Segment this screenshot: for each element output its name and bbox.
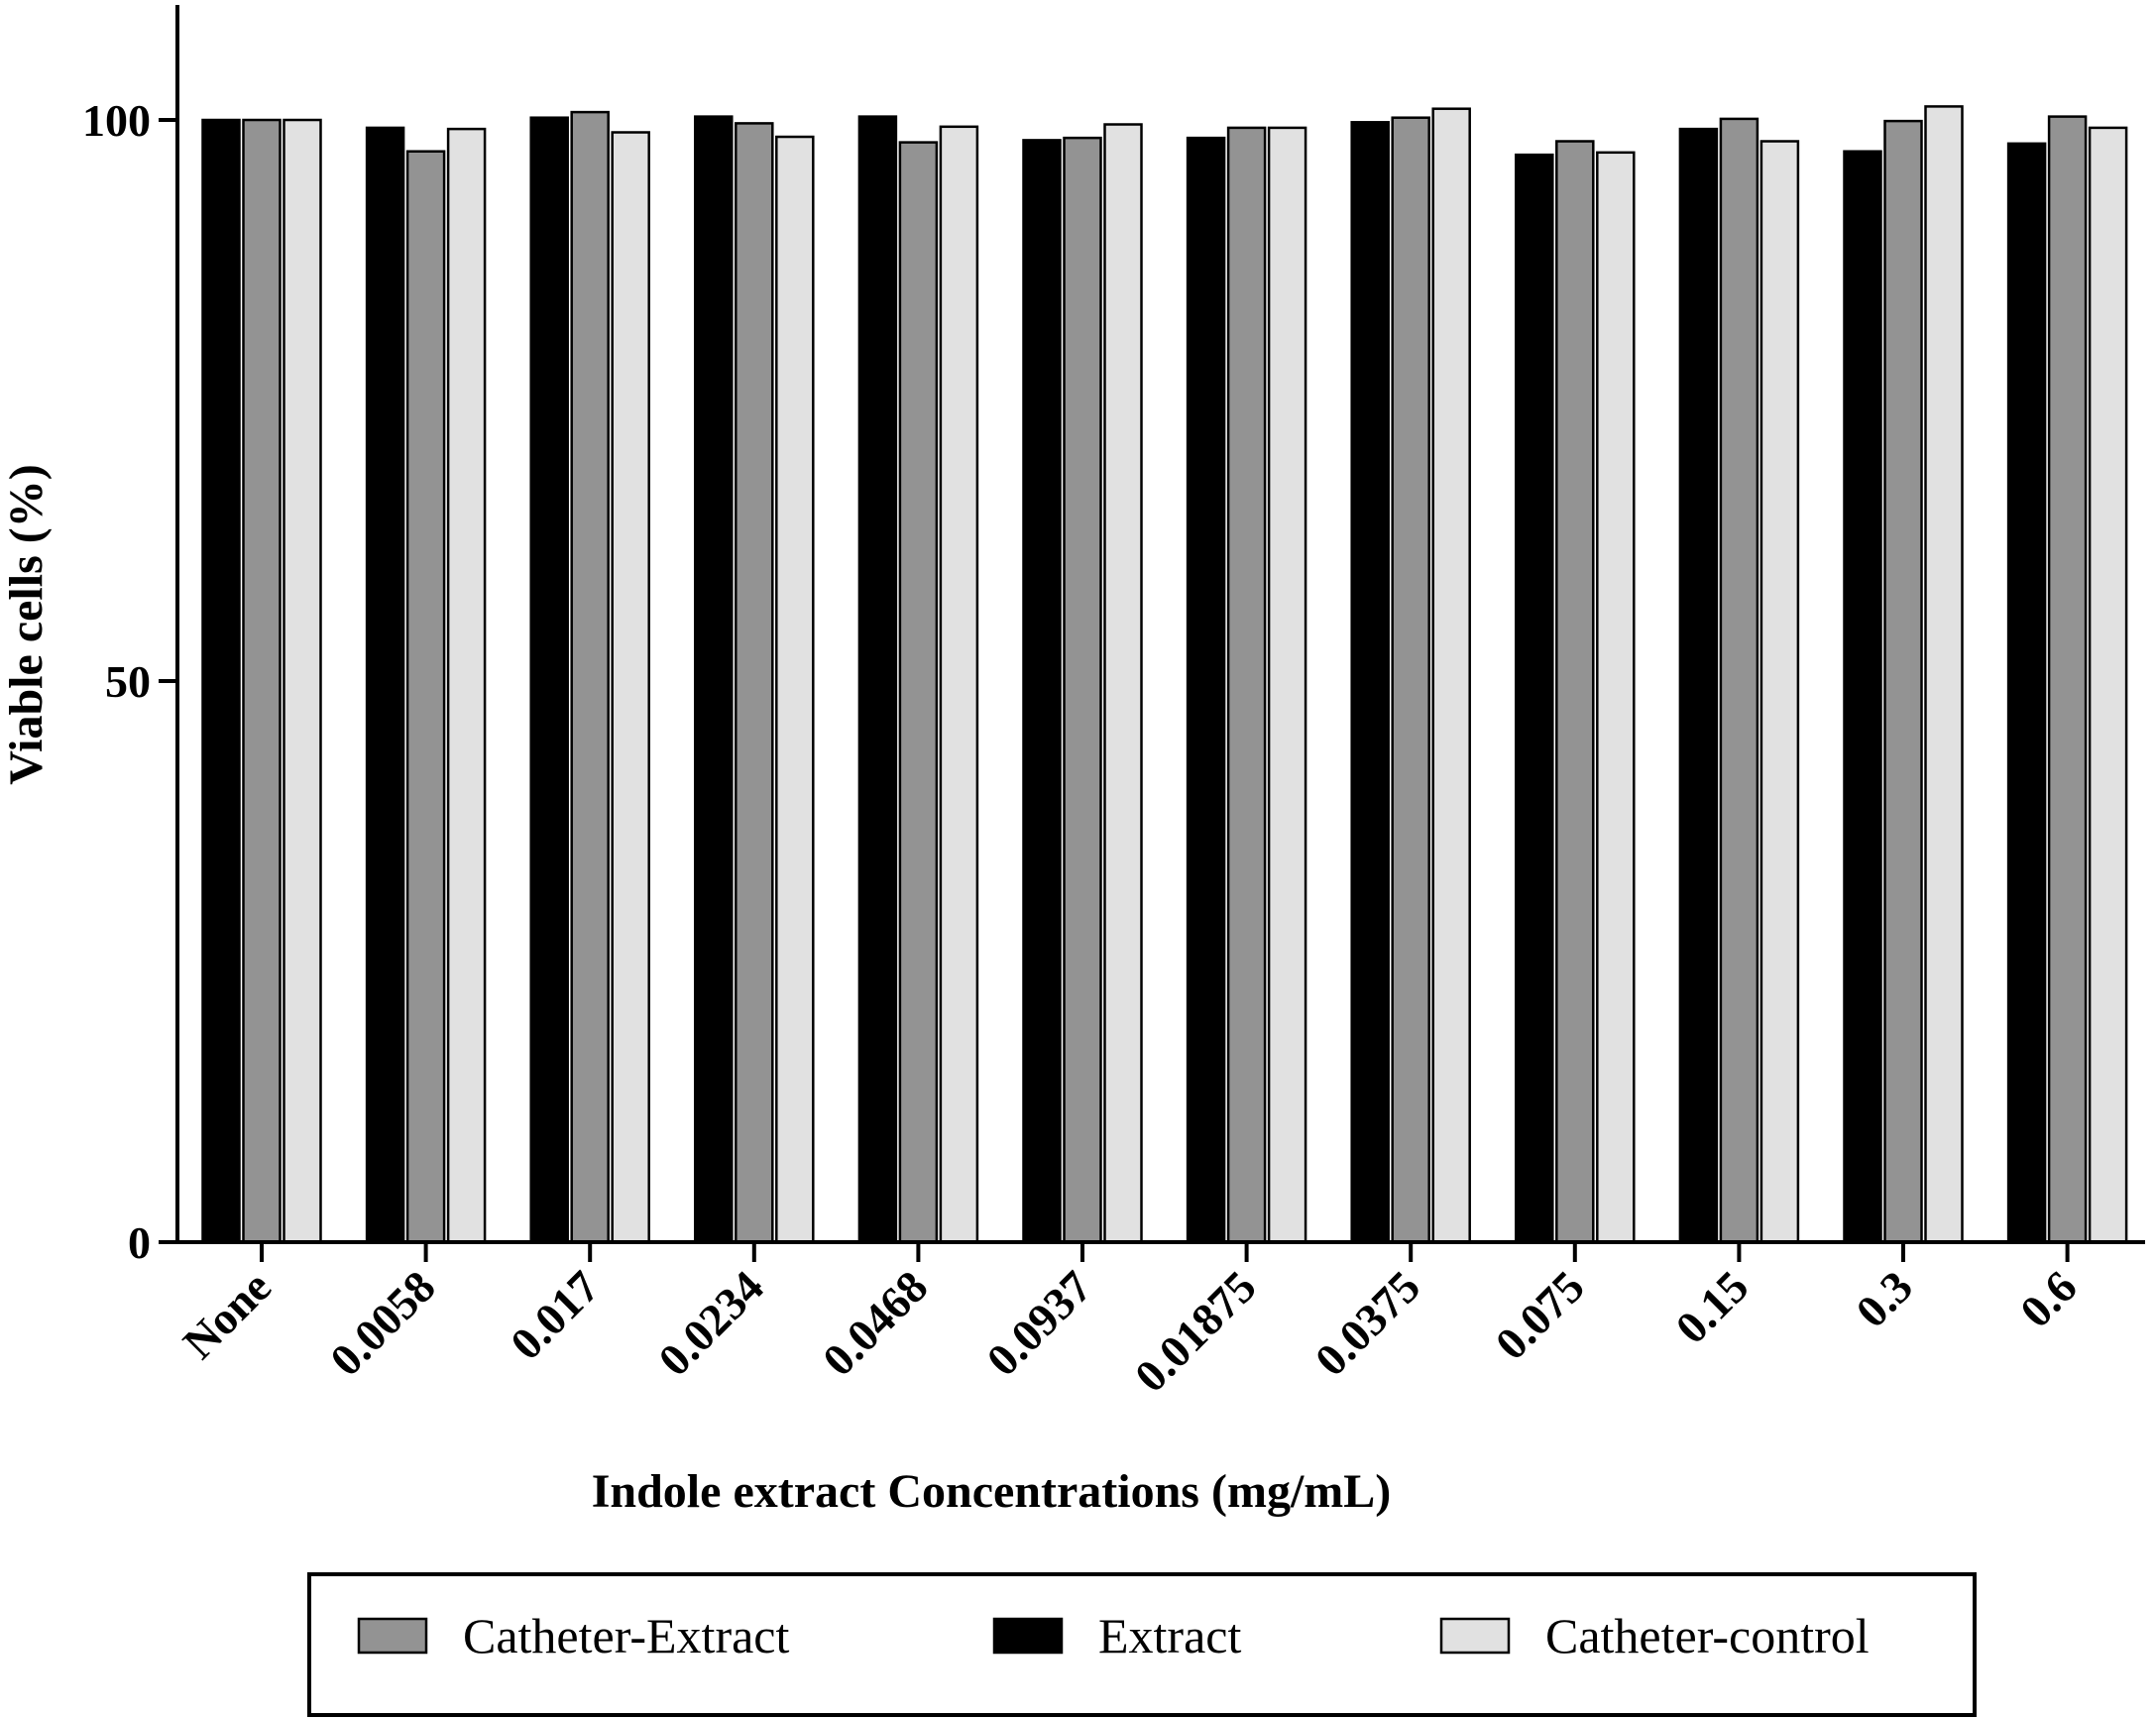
- bar-extract-0-0375: [1350, 121, 1390, 1244]
- bar-catheter-extract-0-6: [2047, 115, 2088, 1244]
- bar-catheter-control-0-0468: [939, 125, 979, 1244]
- bar-catheter-control-none: [283, 118, 322, 1244]
- bar-catheter-extract-0-0375: [1391, 116, 1430, 1244]
- bar-catheter-control-0-017: [611, 131, 650, 1244]
- bar-catheter-extract-0-0468: [898, 141, 939, 1244]
- legend-label-catheter-extract: Catheter-Extract: [463, 1608, 789, 1663]
- bar-extract-0-075: [1515, 153, 1554, 1244]
- bar-catheter-control-0-0937: [1103, 123, 1143, 1244]
- x-tick-label: 0.3: [1846, 1261, 1922, 1337]
- y-tick-label: 100: [82, 95, 151, 146]
- bar-extract-0-15: [1678, 127, 1719, 1244]
- legend-label-extract: Extract: [1098, 1608, 1241, 1663]
- y-axis-title: Viable cells (%): [0, 464, 53, 784]
- bar-extract-0-0468: [857, 115, 898, 1244]
- x-tick-label: None: [173, 1261, 281, 1368]
- bar-catheter-extract-0-075: [1555, 140, 1595, 1244]
- axes-group: [175, 5, 2145, 1244]
- x-tick-label: 0.0375: [1305, 1261, 1430, 1386]
- bar-extract-none: [201, 118, 241, 1244]
- bar-extract-0-6: [2006, 142, 2047, 1244]
- bar-catheter-control-0-075: [1596, 151, 1636, 1244]
- bars-group: [201, 105, 2128, 1244]
- legend: Catheter-Extract Extract Catheter-control: [307, 1572, 1977, 1717]
- bar-catheter-extract-0-3: [1883, 119, 1923, 1244]
- bar-catheter-extract-none: [242, 118, 282, 1244]
- legend-swatch-extract: [992, 1617, 1064, 1655]
- legend-label-catheter-control: Catheter-control: [1545, 1608, 1870, 1663]
- y-ticks-group: 0 50 100: [82, 95, 177, 1268]
- bar-catheter-extract-0-0058: [405, 150, 446, 1244]
- x-tick-label: 0.01875: [1125, 1261, 1266, 1402]
- x-tick-label: 0.017: [501, 1261, 609, 1369]
- legend-frame: [307, 1572, 1977, 1717]
- y-tick-label: 50: [105, 656, 151, 707]
- bar-catheter-control-0-0375: [1431, 107, 1471, 1244]
- bar-catheter-control-0-01875: [1267, 126, 1307, 1244]
- x-axis-title: Indole extract Concentrations (mg/mL): [592, 1465, 1392, 1518]
- x-ticks-group: None 0.0058 0.017 0.0234 0.0468 0.0937 0.01875…: [173, 1242, 2087, 1402]
- legend-swatch-catheter-control: [1439, 1617, 1511, 1655]
- bar-catheter-control-0-0234: [775, 135, 815, 1244]
- bar-catheter-extract-0-01875: [1226, 126, 1267, 1244]
- bar-extract-0-0937: [1022, 139, 1062, 1244]
- bar-catheter-extract-0-017: [570, 110, 610, 1244]
- bar-extract-0-01875: [1186, 136, 1226, 1244]
- bar-catheter-control-0-0058: [446, 127, 487, 1244]
- bar-catheter-control-0-3: [1924, 105, 1964, 1244]
- bar-extract-0-3: [1843, 150, 1882, 1244]
- bar-extract-0-0058: [365, 126, 405, 1244]
- x-tick-label: 0.0468: [813, 1261, 938, 1386]
- x-tick-label: 0.6: [2010, 1261, 2087, 1337]
- bar-catheter-extract-0-0234: [735, 122, 774, 1244]
- bar-catheter-extract-0-0937: [1063, 136, 1102, 1244]
- bar-extract-0-0234: [694, 115, 734, 1244]
- x-tick-label: 0.0058: [320, 1261, 445, 1386]
- x-tick-label: 0.0937: [977, 1261, 1102, 1386]
- bar-catheter-control-0-15: [1759, 140, 1800, 1244]
- bar-extract-0-017: [529, 116, 569, 1244]
- legend-swatch-catheter-extract: [357, 1617, 428, 1655]
- bar-catheter-extract-0-15: [1719, 117, 1759, 1244]
- bar-catheter-control-0-6: [2088, 126, 2128, 1244]
- y-tick-label: 0: [128, 1217, 151, 1268]
- x-tick-label: 0.075: [1486, 1261, 1594, 1369]
- x-tick-label: 0.0234: [648, 1261, 773, 1386]
- x-tick-label: 0.15: [1665, 1261, 1758, 1353]
